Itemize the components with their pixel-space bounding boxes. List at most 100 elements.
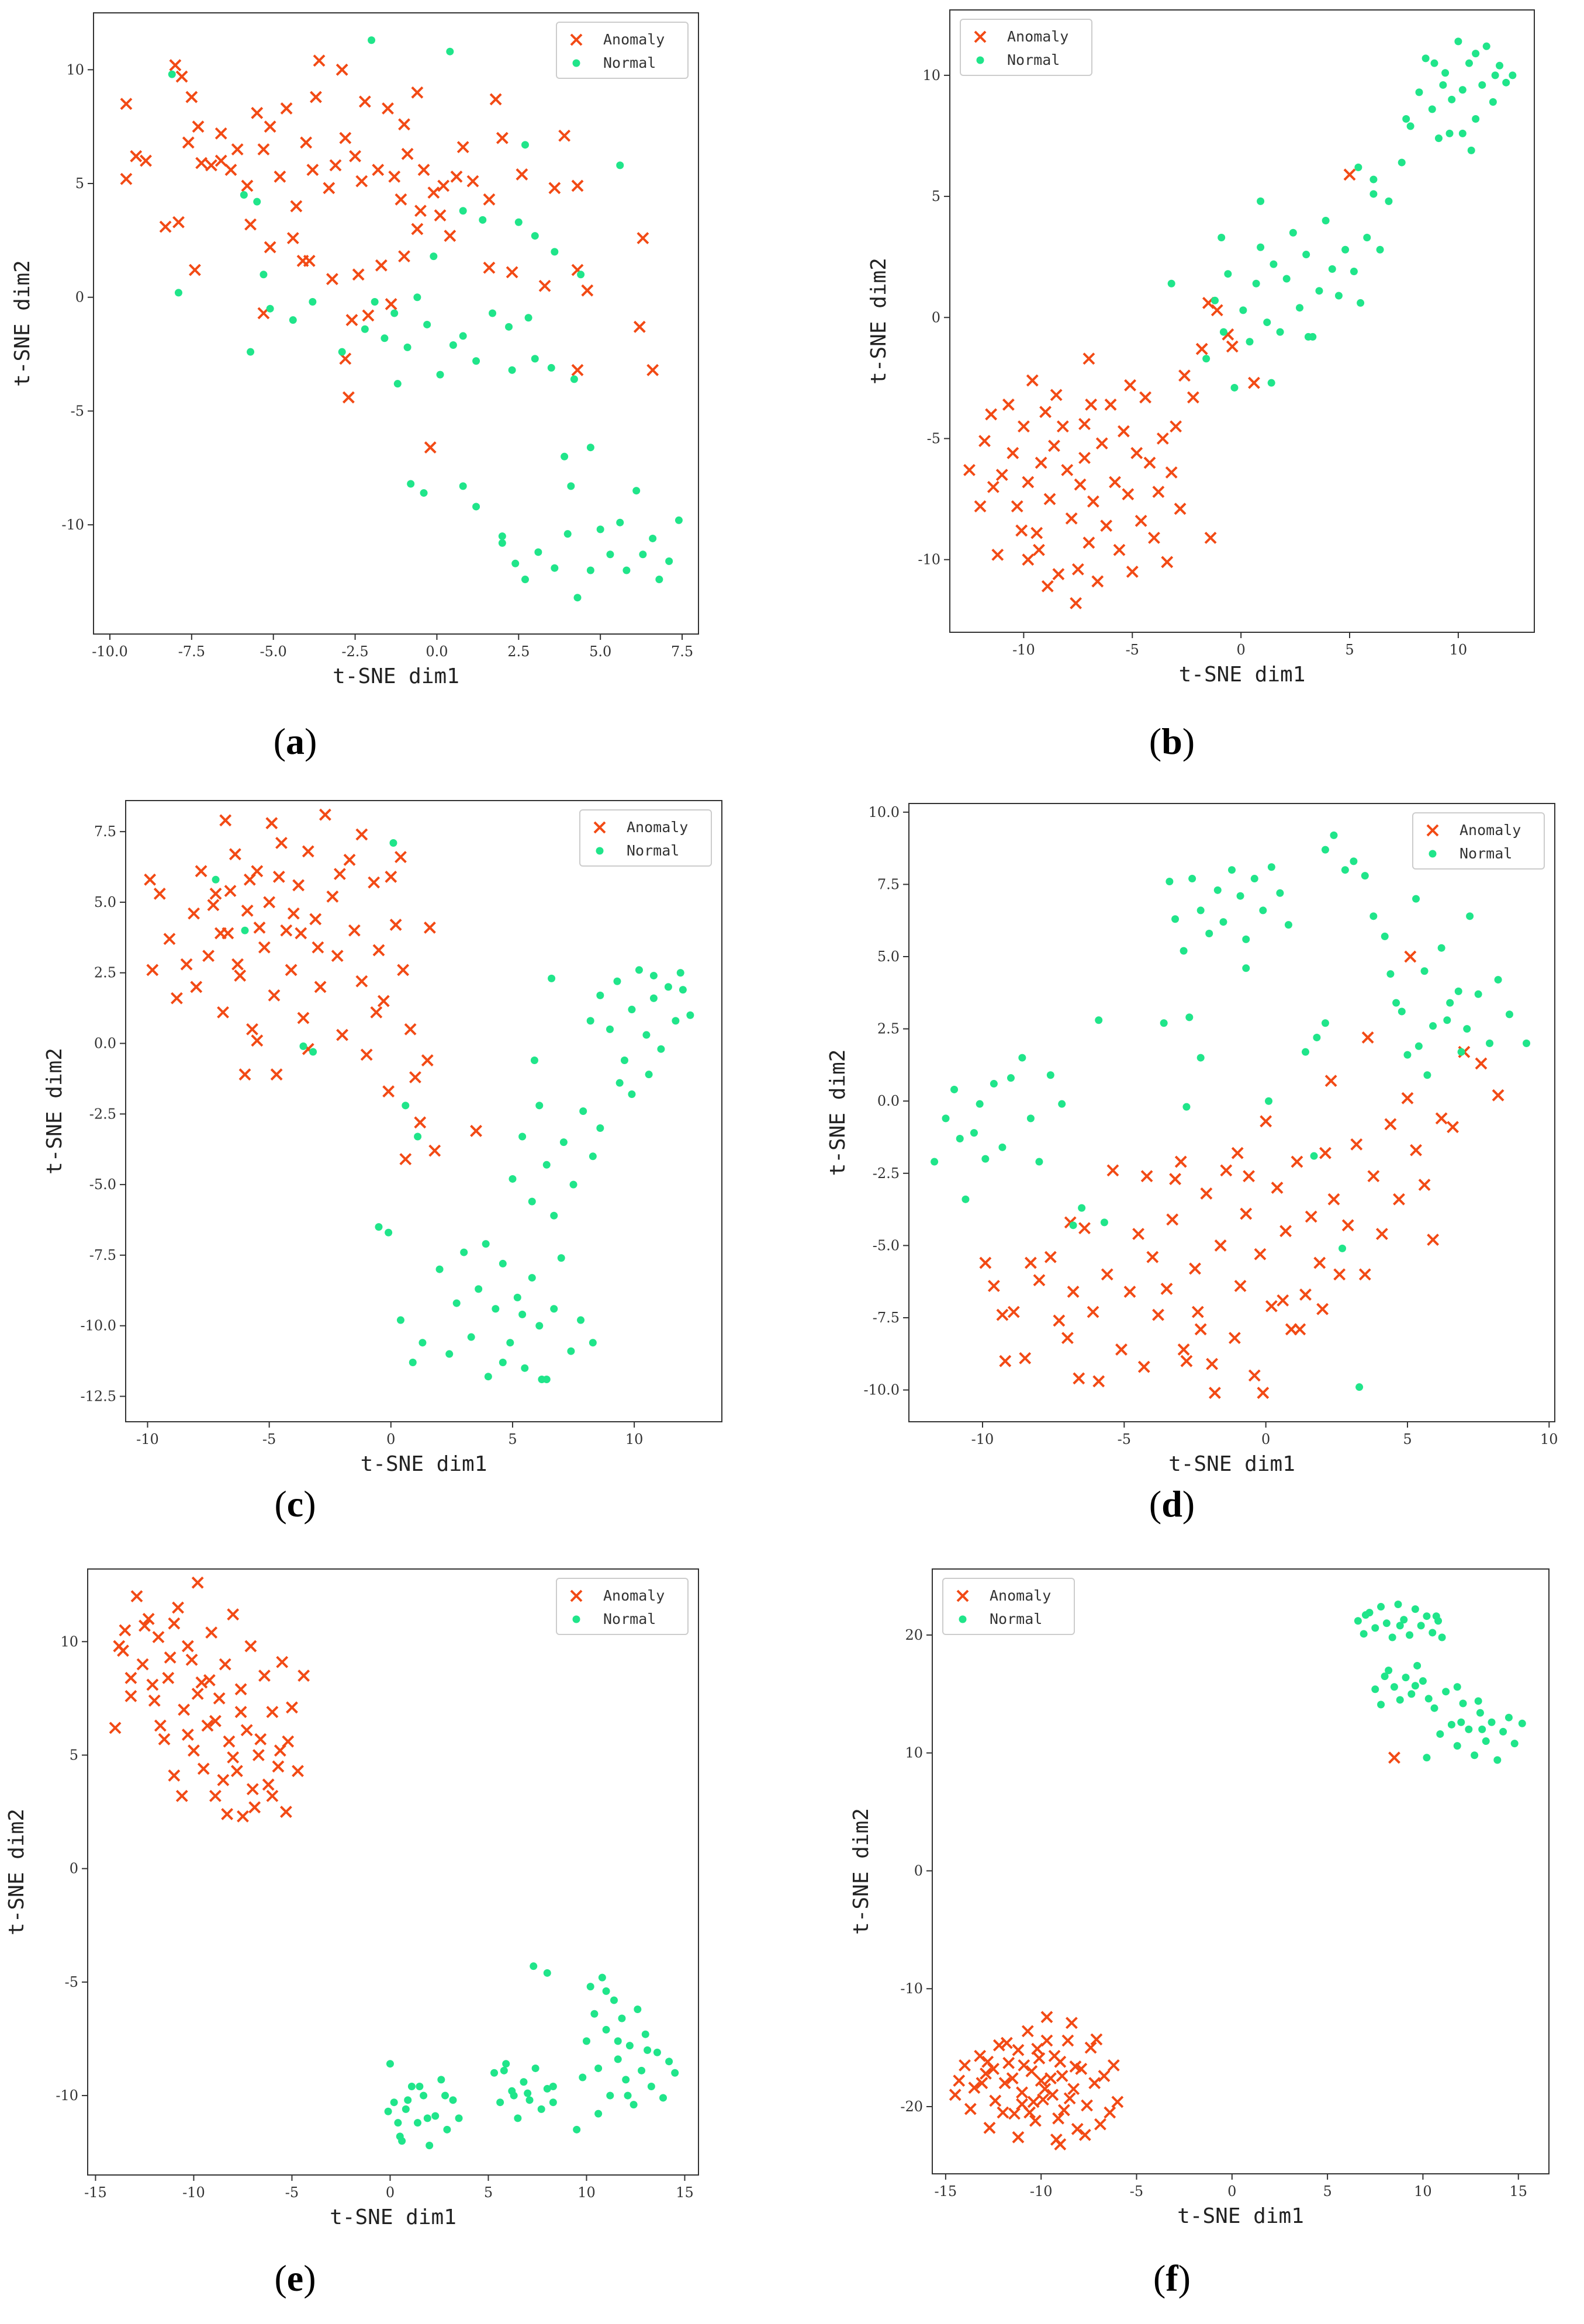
panel-caption-letter: b <box>1161 721 1182 762</box>
anomaly-point <box>1071 563 1084 576</box>
anomaly-point <box>1226 340 1239 353</box>
normal-point <box>449 2096 457 2104</box>
y-axis-label: t-SNE dim2 <box>849 1808 873 1935</box>
anomaly-point <box>1078 452 1091 465</box>
anomaly-point <box>1358 1268 1371 1281</box>
anomaly-point <box>1137 1360 1150 1373</box>
normal-point <box>528 1197 536 1206</box>
normal-point <box>1454 987 1462 995</box>
scatter-points <box>120 36 683 602</box>
normal-point <box>510 2091 518 2100</box>
anomaly-point <box>1052 568 1065 580</box>
y-tick-label: 10.0 <box>869 804 900 820</box>
anomaly-point <box>1135 514 1147 527</box>
normal-point <box>1458 129 1467 137</box>
normal-point <box>1390 1683 1398 1691</box>
normal-point <box>414 2119 422 2127</box>
normal-point <box>1007 1074 1015 1082</box>
normal-point <box>1392 999 1400 1007</box>
anomaly-point <box>144 873 157 886</box>
y-tick-label: 7.5 <box>94 823 116 840</box>
normal-point <box>1250 875 1258 883</box>
anomaly-point <box>244 1640 257 1653</box>
anomaly-point <box>1367 1170 1380 1183</box>
anomaly-point <box>1231 1147 1244 1159</box>
x-tick-label: -5 <box>285 2184 299 2201</box>
normal-point <box>1363 234 1371 242</box>
anomaly-point <box>1043 493 1056 505</box>
x-axis-label: t-SNE dim1 <box>330 2205 456 2229</box>
normal-point <box>423 2114 431 2122</box>
normal-point <box>594 2064 603 2072</box>
anomaly-point <box>1333 1268 1346 1281</box>
normal-point <box>1466 912 1474 920</box>
anomaly-point <box>414 205 427 217</box>
normal-point <box>1246 338 1254 346</box>
y-tick-label: -10 <box>56 2087 78 2104</box>
normal-point <box>1202 355 1211 363</box>
normal-point <box>624 2091 632 2100</box>
normal-point <box>459 207 467 215</box>
anomaly-point <box>1087 495 1099 508</box>
normal-point <box>649 972 658 980</box>
anomaly-point <box>252 1749 265 1761</box>
y-tick-label: 2.5 <box>877 1021 900 1037</box>
anomaly-point <box>1375 1228 1388 1241</box>
anomaly-point <box>1012 2044 1025 2056</box>
normal-point <box>437 2076 445 2084</box>
anomaly-point <box>1139 391 1151 404</box>
normal-point <box>518 1310 527 1318</box>
normal-point <box>431 2112 440 2120</box>
anomaly-point <box>279 1806 292 1818</box>
normal-point <box>1505 1010 1513 1019</box>
normal-point <box>289 316 297 324</box>
normal-point <box>1437 944 1445 952</box>
anomaly-point <box>297 1012 310 1024</box>
anomaly-point <box>1248 1369 1261 1382</box>
normal-point <box>1447 1720 1455 1729</box>
legend-normal-label: Normal <box>603 1610 656 1627</box>
anomaly-point <box>274 170 286 183</box>
legend-normal-label: Normal <box>627 842 679 859</box>
legend: Anomaly Normal <box>960 19 1092 76</box>
anomaly-point <box>219 1658 231 1671</box>
normal-point <box>1035 1158 1043 1166</box>
normal-point <box>1453 1742 1461 1750</box>
anomaly-point <box>280 102 293 115</box>
anomaly-point <box>185 1653 198 1666</box>
normal-point <box>1257 197 1265 205</box>
normal-point <box>671 2069 679 2077</box>
panel-caption: (c) <box>274 1483 316 1525</box>
normal-point <box>407 480 415 488</box>
normal-point <box>498 539 506 547</box>
y-tick-label: 0 <box>70 1861 78 1877</box>
anomaly-point <box>333 868 346 881</box>
scatter-points <box>931 831 1531 1399</box>
anomaly-point <box>1393 1193 1405 1206</box>
anomaly-point <box>1019 1352 1032 1364</box>
anomaly-point <box>336 63 348 76</box>
anomaly-point <box>1388 1751 1400 1764</box>
normal-point <box>1430 1704 1438 1712</box>
anomaly-point <box>548 182 561 195</box>
panel-caption-letter: e <box>287 2257 303 2299</box>
anomaly-point <box>1361 1031 1374 1044</box>
anomaly-point <box>189 264 201 276</box>
normal-point <box>1453 1683 1461 1691</box>
anomaly-point <box>290 200 303 213</box>
normal-point <box>1354 163 1362 171</box>
normal-point <box>1489 98 1497 106</box>
anomaly-point <box>401 147 414 160</box>
normal-point <box>1442 1688 1450 1696</box>
anomaly-point <box>181 1640 194 1653</box>
normal-point <box>998 1143 1007 1151</box>
normal-point <box>174 289 182 297</box>
anomaly-point <box>205 159 217 172</box>
normal-point <box>590 2010 599 2018</box>
normal-point <box>1394 1601 1402 1609</box>
anomaly-point <box>1084 2041 1097 2054</box>
normal-point <box>390 2098 398 2107</box>
normal-point <box>664 983 672 991</box>
normal-point <box>1402 115 1410 123</box>
normal-point <box>1465 59 1473 67</box>
